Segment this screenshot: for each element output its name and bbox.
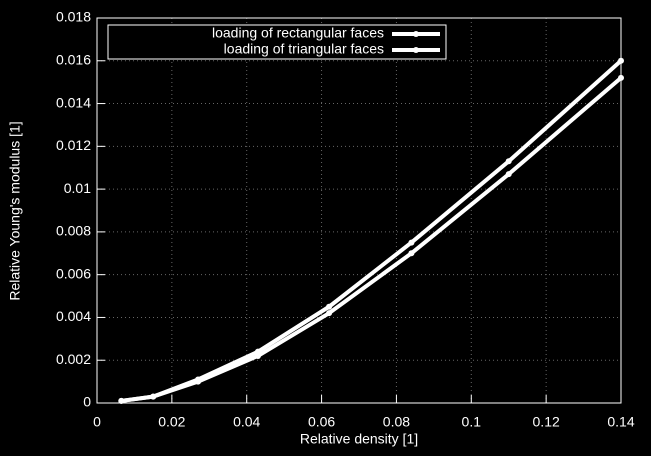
data-point	[408, 250, 415, 257]
data-point	[505, 171, 512, 178]
y-tick-label: 0.002	[56, 351, 91, 367]
x-tick-label: 0.02	[158, 414, 185, 430]
x-tick-label: 0.04	[233, 414, 260, 430]
y-tick-label: 0.014	[56, 94, 91, 110]
y-tick-label: 0.004	[56, 308, 91, 324]
y-tick-label: 0.018	[56, 9, 91, 25]
legend-box	[107, 24, 447, 60]
plot-frame	[96, 17, 622, 404]
y-tick-label: 0.012	[56, 137, 91, 153]
legend-marker	[413, 31, 419, 37]
data-point	[118, 397, 125, 404]
legend-label: loading of rectangular faces	[212, 25, 384, 41]
x-tick-label: 0.1	[462, 414, 482, 430]
x-tick-label: 0.06	[308, 414, 335, 430]
legend-marker	[413, 47, 419, 53]
y-tick-label: 0	[83, 394, 91, 410]
x-tick-label: 0.12	[533, 414, 560, 430]
data-point	[505, 158, 512, 165]
data-point	[254, 352, 261, 359]
x-tick-label: 0	[93, 414, 101, 430]
data-point	[326, 310, 333, 317]
y-tick-label: 0.016	[56, 51, 91, 67]
y-tick-label: 0.006	[56, 265, 91, 281]
x-tick-label: 0.08	[383, 414, 410, 430]
x-axis-label: Relative density [1]	[300, 431, 418, 447]
data-point	[618, 74, 624, 81]
y-axis-label: Relative Young's modulus [1]	[7, 121, 23, 300]
data-point	[326, 303, 333, 310]
x-tick-label: 0.14	[607, 414, 634, 430]
data-point	[150, 393, 157, 400]
series-line	[121, 76, 623, 403]
y-tick-label: 0.008	[56, 223, 91, 239]
data-point	[618, 57, 624, 64]
data-point	[195, 378, 202, 385]
legend-label: loading of triangular faces	[224, 41, 384, 57]
data-point	[408, 239, 415, 246]
y-tick-label: 0.01	[64, 180, 91, 196]
